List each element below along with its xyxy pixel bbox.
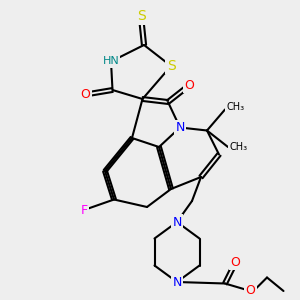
- Text: S: S: [136, 10, 146, 23]
- Text: HN: HN: [103, 56, 119, 67]
- Text: CH₃: CH₃: [230, 142, 247, 152]
- Text: O: O: [231, 256, 240, 269]
- Text: O: O: [184, 79, 194, 92]
- Text: S: S: [167, 59, 176, 73]
- Text: N: N: [172, 275, 182, 289]
- Text: N: N: [175, 121, 185, 134]
- Text: CH₃: CH₃: [226, 101, 244, 112]
- Text: N: N: [172, 215, 182, 229]
- Text: O: O: [81, 88, 90, 101]
- Text: O: O: [246, 284, 255, 298]
- Text: F: F: [80, 203, 88, 217]
